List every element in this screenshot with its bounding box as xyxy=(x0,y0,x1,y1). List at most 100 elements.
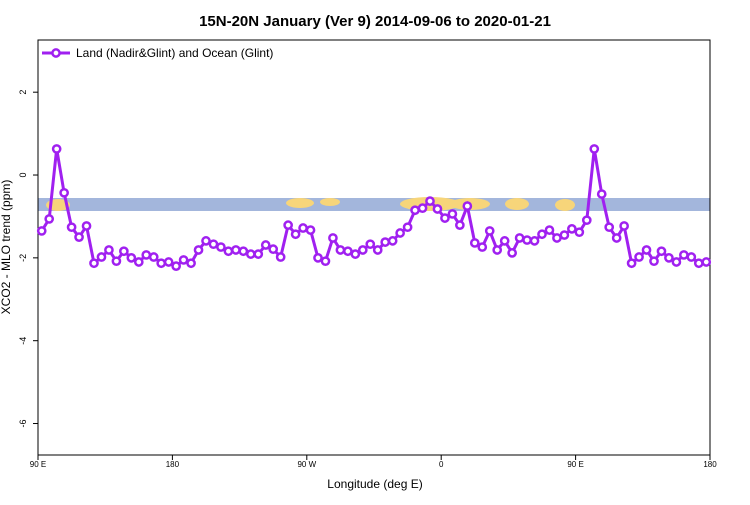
data-point xyxy=(596,189,607,199)
data-point xyxy=(567,224,577,234)
data-point xyxy=(104,245,114,255)
legend-marker xyxy=(51,48,61,58)
data-point xyxy=(111,256,122,267)
data-point xyxy=(66,222,77,233)
data-point xyxy=(163,257,174,267)
data-point xyxy=(193,245,204,255)
data-point xyxy=(305,225,316,235)
map-strip xyxy=(38,197,710,211)
data-point xyxy=(245,249,256,259)
data-point xyxy=(664,253,674,263)
data-point xyxy=(522,235,532,245)
data-point xyxy=(372,245,383,255)
data-point xyxy=(320,256,331,267)
data-point xyxy=(260,240,271,250)
data-point xyxy=(141,250,152,260)
data-point xyxy=(440,213,450,223)
x-tick-label: 90 E xyxy=(567,460,583,469)
data-point xyxy=(619,221,629,231)
data-point xyxy=(410,205,420,216)
data-point xyxy=(447,209,458,219)
data-point xyxy=(178,255,189,265)
data-point xyxy=(74,232,84,242)
data-point xyxy=(96,252,107,262)
data-point xyxy=(469,238,480,248)
data-point xyxy=(671,257,682,267)
data-point xyxy=(335,245,346,255)
data-point xyxy=(544,225,555,235)
data-point xyxy=(275,252,286,262)
legend-label: Land (Nadir&Glint) and Ocean (Glint) xyxy=(76,46,273,60)
x-tick-label: 180 xyxy=(166,460,180,469)
data-point xyxy=(365,239,376,250)
data-point xyxy=(462,201,473,211)
data-point xyxy=(626,258,637,269)
data-point xyxy=(186,258,196,269)
data-point xyxy=(425,196,435,206)
data-point xyxy=(417,203,428,214)
data-point xyxy=(89,258,99,269)
data-point xyxy=(133,257,144,267)
data-point xyxy=(343,246,353,257)
data-point xyxy=(679,250,689,260)
plot-frame xyxy=(37,39,711,456)
data-point xyxy=(171,261,181,271)
data-point xyxy=(283,220,293,230)
data-point xyxy=(574,227,585,238)
data-point xyxy=(201,236,211,246)
data-point xyxy=(148,252,159,262)
y-tick-label: -4 xyxy=(18,337,28,345)
data-point xyxy=(290,229,301,240)
y-tick-label: -6 xyxy=(18,420,28,428)
y-tick-label: 0 xyxy=(18,173,28,178)
data-point xyxy=(686,252,697,262)
data-point xyxy=(484,226,495,236)
chart-title: 15N-20N January (Ver 9) 2014-09-06 to 20… xyxy=(199,13,551,30)
data-point xyxy=(649,256,659,267)
data-point xyxy=(701,257,712,267)
data-point xyxy=(156,258,167,269)
data-point xyxy=(51,144,62,154)
y-axis-label: XCO2 - MLO trend (ppm) xyxy=(0,180,13,315)
data-point xyxy=(350,249,361,259)
x-axis-label: Longitude (deg E) xyxy=(327,477,422,491)
data-point xyxy=(395,228,405,238)
data-point xyxy=(387,236,398,246)
data-point xyxy=(59,187,69,198)
data-point xyxy=(604,222,615,233)
data-point xyxy=(357,245,368,255)
x-tick-label: 90 E xyxy=(30,460,46,469)
data-point xyxy=(253,249,264,259)
data-point xyxy=(402,222,413,233)
x-tick-label: 180 xyxy=(703,460,717,469)
data-point xyxy=(634,252,644,262)
data-point xyxy=(328,233,338,243)
data-point xyxy=(641,245,652,255)
data-point xyxy=(223,246,234,257)
data-point xyxy=(432,204,443,214)
data-point xyxy=(693,258,704,269)
data-point xyxy=(231,245,241,255)
data-point xyxy=(313,253,323,263)
data-point xyxy=(529,236,540,246)
y-tick-label: -2 xyxy=(18,254,28,262)
data-point xyxy=(298,223,308,233)
data-point xyxy=(380,237,391,247)
y-tick-label: 2 xyxy=(18,90,28,95)
data-point xyxy=(611,233,622,243)
data-point xyxy=(581,215,592,226)
data-point xyxy=(656,246,667,257)
data-point xyxy=(507,248,517,258)
data-point xyxy=(238,246,249,257)
data-point xyxy=(492,245,503,255)
data-point xyxy=(268,244,279,255)
data-point xyxy=(552,233,562,243)
data-point xyxy=(119,246,129,257)
data-point xyxy=(36,226,47,236)
data-point xyxy=(216,242,226,252)
data-point xyxy=(44,214,55,224)
data-point xyxy=(499,236,510,246)
data-point xyxy=(208,239,219,250)
x-tick-label: 90 W xyxy=(297,460,316,469)
